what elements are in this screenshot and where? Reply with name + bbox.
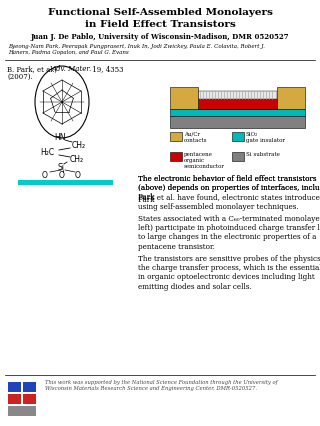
Text: Adv. Mater.: Adv. Mater. <box>52 65 92 73</box>
Text: CH₂: CH₂ <box>70 155 84 164</box>
Bar <box>198 91 277 99</box>
Text: CH₂: CH₂ <box>72 141 86 150</box>
Bar <box>18 180 113 185</box>
Bar <box>170 109 305 116</box>
Bar <box>170 152 182 161</box>
Text: in Field Effect Transistors: in Field Effect Transistors <box>84 20 236 29</box>
Text: Park: Park <box>138 196 157 204</box>
Text: Juan J. De Pablo, University of Wisconsin-Madison, DMR 0520527: Juan J. De Pablo, University of Wisconsi… <box>31 33 289 41</box>
Bar <box>23 382 36 392</box>
Text: Si substrate: Si substrate <box>246 152 280 157</box>
Text: This work was supported by the National Science Foundation through the Universit: This work was supported by the National … <box>45 380 278 391</box>
Bar <box>198 99 277 109</box>
Text: Functional Self-Assembled Monolayers: Functional Self-Assembled Monolayers <box>48 8 272 17</box>
Text: O: O <box>59 171 65 180</box>
Text: The electronic behavior of field effect transistors
(above) depends on propertie: The electronic behavior of field effect … <box>138 175 320 210</box>
Bar <box>232 132 244 141</box>
Text: B. Park, et al.,: B. Park, et al., <box>7 65 59 73</box>
Bar <box>8 406 36 416</box>
Bar <box>8 394 21 404</box>
Text: States associated with a C₆₀-terminated monolayer (at
left) participate in photo: States associated with a C₆₀-terminated … <box>138 215 320 250</box>
Bar <box>232 152 244 161</box>
Text: The transistors are sensitive probes of the physics of
the charge transfer proce: The transistors are sensitive probes of … <box>138 255 320 291</box>
Bar <box>8 382 21 392</box>
Text: (2007).: (2007). <box>7 73 33 81</box>
Bar <box>170 132 182 141</box>
Text: HN: HN <box>54 133 66 142</box>
Text: pentacene
organic
semiconductor: pentacene organic semiconductor <box>184 152 225 169</box>
Bar <box>277 87 305 109</box>
Bar <box>170 87 198 109</box>
Bar <box>23 394 36 404</box>
Text: Si: Si <box>58 163 65 172</box>
Text: 19, 4353: 19, 4353 <box>90 65 124 73</box>
Text: H₂C: H₂C <box>40 148 54 157</box>
Text: O: O <box>42 171 48 180</box>
Text: Au/Cr
contacts: Au/Cr contacts <box>184 132 207 143</box>
Bar <box>170 116 305 128</box>
Text: O: O <box>75 171 81 180</box>
Text: SiO₂
gate insulator: SiO₂ gate insulator <box>246 132 285 143</box>
Text: The electronic behavior of field effect transistors
(above) depends on propertie: The electronic behavior of field effect … <box>138 175 320 201</box>
Text: Byeong-Nam Park, Peerapak Pungprasert, Inuk In, Jodi Zwickey, Paula E. Colavita,: Byeong-Nam Park, Peerapak Pungprasert, I… <box>8 44 265 55</box>
